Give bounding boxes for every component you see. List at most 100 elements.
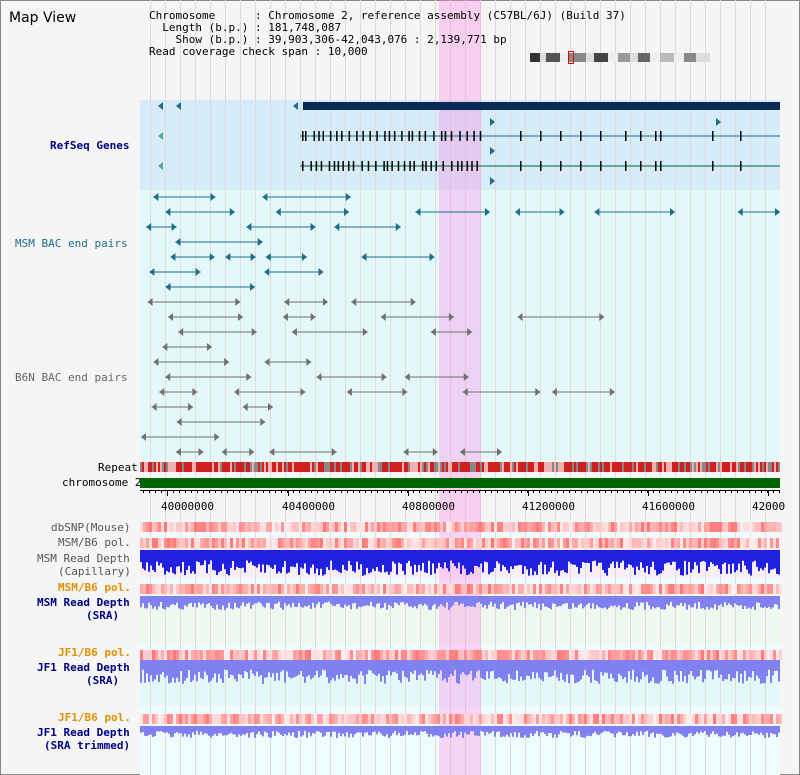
depth-bar <box>176 596 178 603</box>
depth-bar <box>768 550 770 574</box>
heat-cell <box>587 584 590 594</box>
depth-bar <box>146 596 148 609</box>
depth-bar <box>688 550 690 562</box>
heat-cell <box>383 650 386 660</box>
repeat-segment <box>164 462 166 472</box>
grid-line <box>510 0 511 775</box>
depth-bar <box>354 596 356 603</box>
depth-bar <box>252 596 254 605</box>
repeat-segment <box>550 462 552 472</box>
depth-bar <box>436 726 438 736</box>
depth-bar <box>218 596 220 610</box>
b6n-bac-pair-end <box>282 313 288 321</box>
repeat-segment <box>224 462 226 472</box>
heat-cell <box>488 584 491 594</box>
heat-cell <box>608 584 611 594</box>
heat-cell <box>728 650 731 660</box>
heat-cell <box>311 650 314 660</box>
depth-bar <box>474 596 476 608</box>
depth-bar <box>176 660 178 678</box>
depth-bar <box>208 726 210 736</box>
depth-bar <box>540 726 542 733</box>
depth-bar <box>710 726 712 734</box>
depth-bar <box>542 550 544 575</box>
depth-bar <box>354 550 356 573</box>
depth-bar <box>720 660 722 675</box>
depth-bar <box>298 550 300 575</box>
axis-minor-tick <box>521 490 522 493</box>
heat-cell <box>428 522 431 532</box>
heat-cell <box>602 538 605 548</box>
chromosome-track-label: chromosome 2 <box>62 476 142 489</box>
depth-bar <box>180 726 182 734</box>
grid-line <box>600 0 601 775</box>
heat-cell <box>188 538 191 548</box>
depth-bar <box>644 660 646 677</box>
chromosome-ideogram[interactable] <box>530 53 710 62</box>
depth-bar <box>276 596 278 604</box>
heat-cell <box>512 538 515 548</box>
heat-cell <box>191 714 194 724</box>
jf1-read-depth-sub: (SRA) <box>86 674 120 687</box>
heat-cell <box>404 714 407 724</box>
depth-bar <box>186 550 188 570</box>
heat-cell <box>206 522 209 532</box>
depth-bar <box>426 550 428 574</box>
depth-bar <box>682 726 684 736</box>
heat-cell <box>161 522 164 532</box>
depth-bar <box>416 660 418 680</box>
repeat-segment <box>154 462 156 472</box>
repeat-segment <box>574 462 576 472</box>
depth-bar <box>246 726 248 733</box>
depth-bar <box>608 596 610 608</box>
heat-cell <box>707 650 710 660</box>
depth-bar <box>482 550 484 573</box>
depth-bar <box>292 596 294 603</box>
selected-region-highlight[interactable] <box>439 0 481 775</box>
heat-cell <box>563 714 566 724</box>
depth-bar <box>144 660 146 683</box>
axis-minor-tick <box>293 490 294 493</box>
heat-cell <box>701 584 704 594</box>
heat-cell <box>215 522 218 532</box>
axis-minor-tick <box>749 490 750 493</box>
b6n-bac-pair-end <box>404 373 410 381</box>
depth-bar <box>406 550 408 564</box>
depth-bar <box>410 596 412 607</box>
grid-line <box>630 0 631 775</box>
depth-bar <box>488 596 490 605</box>
depth-bar <box>226 550 228 575</box>
heat-cell <box>317 584 320 594</box>
depth-bar <box>358 660 360 675</box>
depth-bar <box>714 726 716 735</box>
show-label: Show (b.p.) <box>175 33 249 46</box>
repeat-segment <box>728 462 730 472</box>
depth-bar <box>520 596 522 606</box>
heat-cell <box>524 714 527 724</box>
repeat-segment <box>558 462 560 472</box>
depth-bar <box>722 660 724 682</box>
msm-bac-label[interactable]: MSM BAC end pairs <box>15 237 128 250</box>
depth-bar <box>520 660 522 677</box>
depth-bar <box>160 660 162 675</box>
heat-cell <box>341 714 344 724</box>
repeat-segment <box>286 462 288 472</box>
heat-cell <box>497 584 500 594</box>
heat-cell <box>446 584 449 594</box>
repeat-segment <box>426 462 428 472</box>
heat-cell <box>440 522 443 532</box>
heat-cell <box>776 650 779 660</box>
heat-cell <box>779 650 782 660</box>
depth-bar <box>266 596 268 603</box>
b6n-bac-label[interactable]: B6N BAC end pairs <box>15 371 128 384</box>
depth-bar <box>434 550 436 574</box>
ideogram-band <box>586 53 594 62</box>
depth-bar <box>456 550 458 569</box>
heat-cell <box>647 714 650 724</box>
heat-cell <box>638 584 641 594</box>
refseq-label[interactable]: RefSeq Genes <box>50 139 130 152</box>
depth-bar <box>606 550 608 576</box>
depth-bar <box>444 596 446 608</box>
heat-cell <box>668 522 671 532</box>
